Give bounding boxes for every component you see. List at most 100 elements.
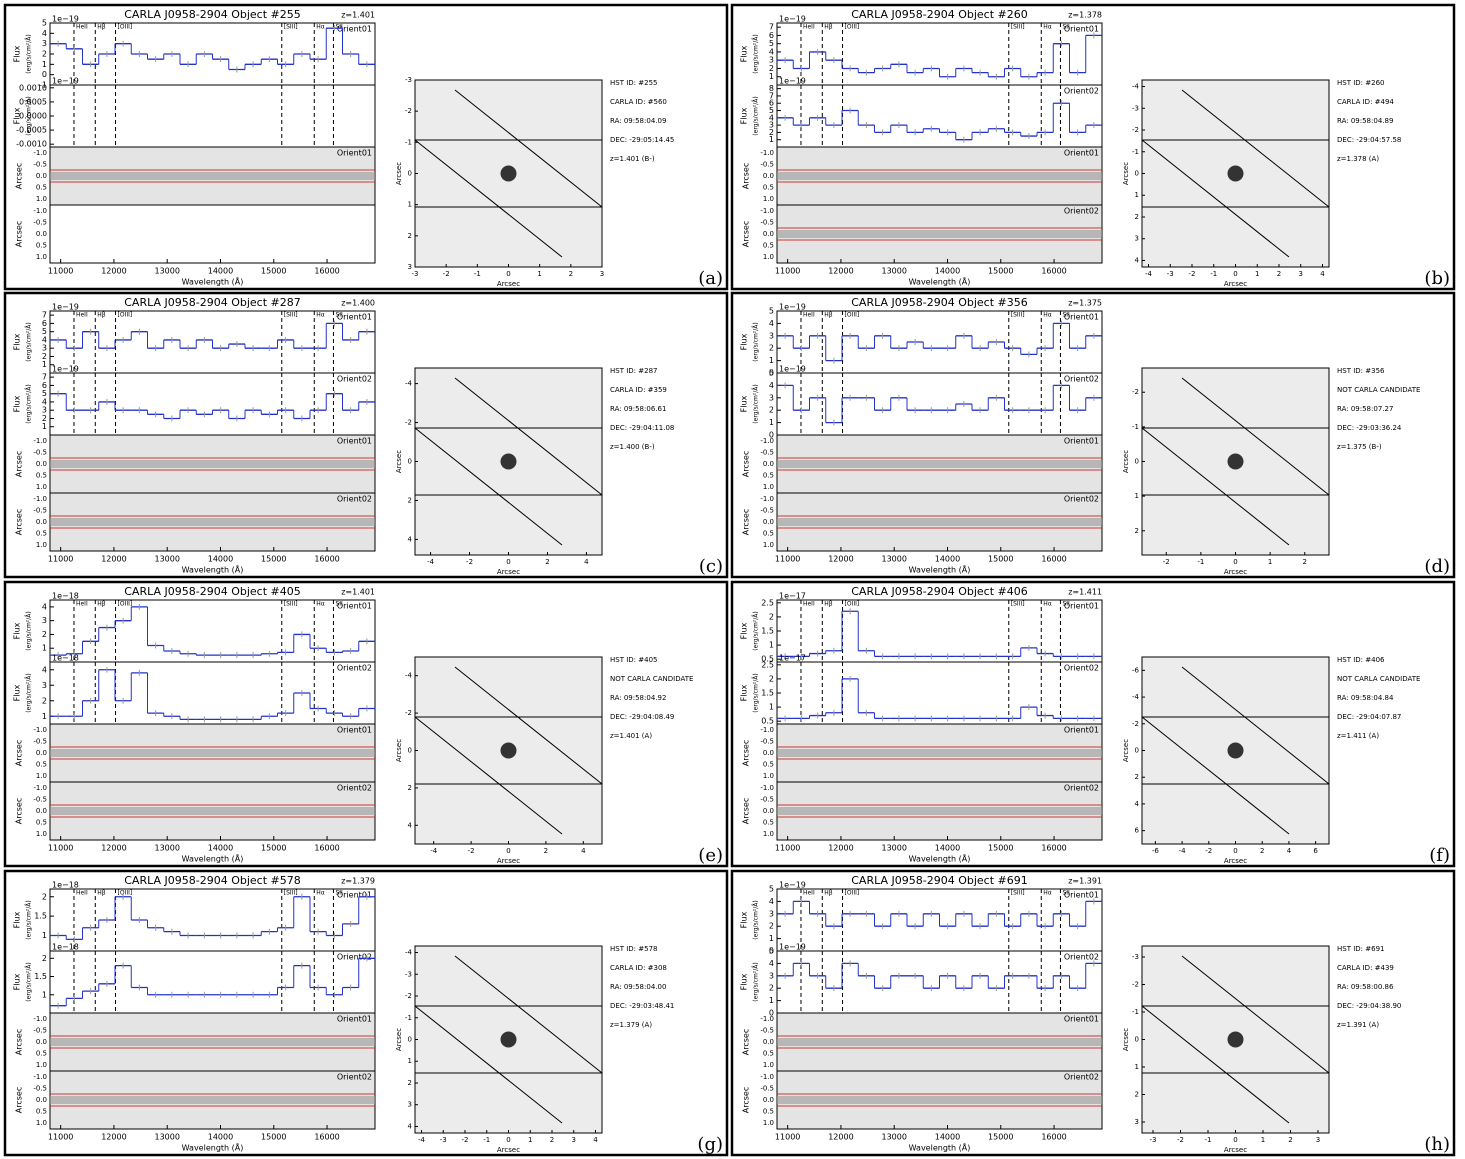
info-line: DEC: -29:04:08.49 bbox=[610, 713, 674, 721]
arcsec-tick-label: -1.0 bbox=[760, 726, 774, 734]
y-tick-label: 2 bbox=[769, 984, 774, 993]
panel: CARLA J0958-2904 Object #260 z=1.378 (b) 1e… bbox=[730, 3, 1456, 291]
arcsec-tick-label: -0.5 bbox=[760, 507, 774, 515]
y-tick-label: 4 bbox=[42, 29, 47, 38]
image-x-tick-label: 2 bbox=[1260, 847, 1264, 855]
orient-label: Orient02 bbox=[337, 1073, 372, 1082]
flux-label: Flux bbox=[13, 107, 22, 124]
image-y-tick-label: -2 bbox=[405, 709, 412, 717]
image-y-tick-label: 1 bbox=[1135, 492, 1139, 500]
orient-label: Orient02 bbox=[337, 495, 372, 504]
image-x-tick-label: 0 bbox=[506, 847, 510, 855]
y-tick-label: 0 bbox=[42, 70, 47, 79]
arcsec-label: Arcsec bbox=[15, 509, 24, 535]
arcsec-tick-label: 1.0 bbox=[36, 1061, 47, 1069]
x-axis-label: Wavelength (Å) bbox=[909, 1142, 971, 1153]
arcsec-tick-label: 1.0 bbox=[763, 830, 774, 838]
slit bbox=[1181, 955, 1330, 1074]
arcsec-tick-label: -0.5 bbox=[33, 219, 47, 227]
x-tick-label: 15000 bbox=[261, 555, 286, 564]
arcsec-tick-label: 0.0 bbox=[763, 172, 774, 180]
image-y-tick-label: 0 bbox=[408, 170, 412, 178]
emission-label: [SIII] bbox=[284, 601, 298, 608]
image-x-tick-label: 4 bbox=[1287, 847, 1292, 855]
flux-label: Flux bbox=[13, 911, 22, 928]
panel: CARLA J0958-2904 Object #356 z=1.375 (d) 1e… bbox=[730, 291, 1456, 579]
scale-label: 1e−19 bbox=[779, 881, 806, 890]
y-tick-label: 0 bbox=[769, 1009, 774, 1018]
arcsec-tick-label: -1.0 bbox=[760, 207, 774, 215]
arcsec-tick-label: 0.5 bbox=[36, 472, 47, 480]
y-tick-label: 1.5 bbox=[761, 689, 774, 698]
emission-label: [OIII] bbox=[845, 890, 860, 897]
x-tick-label: 12000 bbox=[101, 555, 126, 564]
arcsec-tick-label: -0.5 bbox=[760, 738, 774, 746]
y-tick-label: 4 bbox=[769, 319, 774, 328]
x-tick-label: 16000 bbox=[314, 844, 339, 853]
arcsec-tick-label: 0.0 bbox=[763, 518, 774, 526]
x-axis-label: Wavelength (Å) bbox=[909, 564, 971, 575]
flux-label: Flux bbox=[13, 333, 22, 350]
image-y-tick-label: 2 bbox=[1135, 213, 1139, 221]
arcsec-tick-label: -1.0 bbox=[760, 784, 774, 792]
x-tick-label: 13000 bbox=[154, 267, 179, 276]
flux-unit: (erg/s/cm²/Å) bbox=[26, 96, 33, 135]
image-y-tick-label: -4 bbox=[405, 949, 413, 957]
arcsec-tick-label: 0.0 bbox=[36, 1038, 47, 1046]
x-tick-label: 15000 bbox=[988, 267, 1013, 276]
flux-unit: (erg/s/cm²/Å) bbox=[753, 611, 760, 650]
y-tick-label: -0.0010 bbox=[16, 140, 47, 149]
y-tick-label: 3 bbox=[42, 344, 47, 353]
panel: CARLA J0958-2904 Object #406 z=1.411 (f) 1e… bbox=[730, 580, 1456, 868]
y-tick-label: 0.0005 bbox=[19, 97, 47, 106]
arcsec-tick-label: -1.0 bbox=[33, 726, 47, 734]
arcsec-tick-label: 0.0 bbox=[36, 518, 47, 526]
image-y-label: Arcsec bbox=[395, 450, 403, 473]
x-axis-label: Wavelength (Å) bbox=[182, 853, 244, 864]
emission-label: HeII bbox=[803, 601, 815, 608]
image-x-tick-label: 2 bbox=[550, 1136, 554, 1144]
arcsec-tick-label: 0.5 bbox=[763, 530, 774, 538]
redshift: z=1.378 bbox=[1068, 11, 1102, 20]
arcsec-tick-label: -0.5 bbox=[33, 1085, 47, 1093]
redshift: z=1.379 bbox=[341, 877, 375, 886]
x-tick-label: 16000 bbox=[314, 555, 339, 564]
image-y-tick-label: 4 bbox=[408, 821, 413, 829]
orient-label: Orient02 bbox=[1064, 87, 1099, 96]
panel-label: (a) bbox=[698, 268, 723, 289]
x-tick-label: 11000 bbox=[48, 555, 73, 564]
orient-label: Orient01 bbox=[1064, 602, 1099, 611]
slit bbox=[414, 1005, 563, 1124]
y-tick-label: 2 bbox=[769, 344, 774, 353]
y-tick-label: 3 bbox=[42, 406, 47, 415]
image-y-tick-label: 3 bbox=[408, 263, 412, 271]
slit bbox=[414, 716, 563, 835]
orient-label: Orient02 bbox=[337, 953, 372, 962]
image-y-tick-label: -2 bbox=[405, 992, 412, 1000]
y-tick-label: 2 bbox=[42, 630, 47, 639]
info-line: DEC: -29:04:11.08 bbox=[610, 424, 674, 432]
x-tick-label: 12000 bbox=[828, 1133, 853, 1142]
y-tick-label: 2 bbox=[769, 128, 774, 137]
image-y-tick-label: -3 bbox=[405, 970, 412, 978]
x-tick-label: 13000 bbox=[154, 844, 179, 853]
image-x-tick-label: -3 bbox=[412, 270, 419, 278]
emission-label: [SIII] bbox=[284, 24, 298, 31]
emission-label: [SIII] bbox=[1011, 24, 1025, 31]
scale-label: 1e−19 bbox=[779, 15, 806, 24]
y-tick-label: 4 bbox=[42, 335, 47, 344]
scale-label: 1e−19 bbox=[52, 365, 79, 374]
image-x-tick-label: 2 bbox=[544, 847, 548, 855]
flux-label: Flux bbox=[740, 395, 749, 412]
arcsec-tick-label: 1.0 bbox=[763, 1119, 774, 1127]
arcsec-label: Arcsec bbox=[742, 509, 751, 535]
flux-label: Flux bbox=[740, 684, 749, 701]
redshift: z=1.400 bbox=[341, 299, 375, 308]
emission-label: SII bbox=[335, 601, 343, 608]
image-x-tick-label: 3 bbox=[571, 1136, 575, 1144]
scale-label: 1e−17 bbox=[779, 654, 806, 663]
trace bbox=[50, 460, 375, 468]
image-y-tick-label: 4 bbox=[408, 535, 413, 543]
image-x-tick-label: 4 bbox=[584, 558, 589, 566]
panel-frame bbox=[3, 580, 729, 868]
